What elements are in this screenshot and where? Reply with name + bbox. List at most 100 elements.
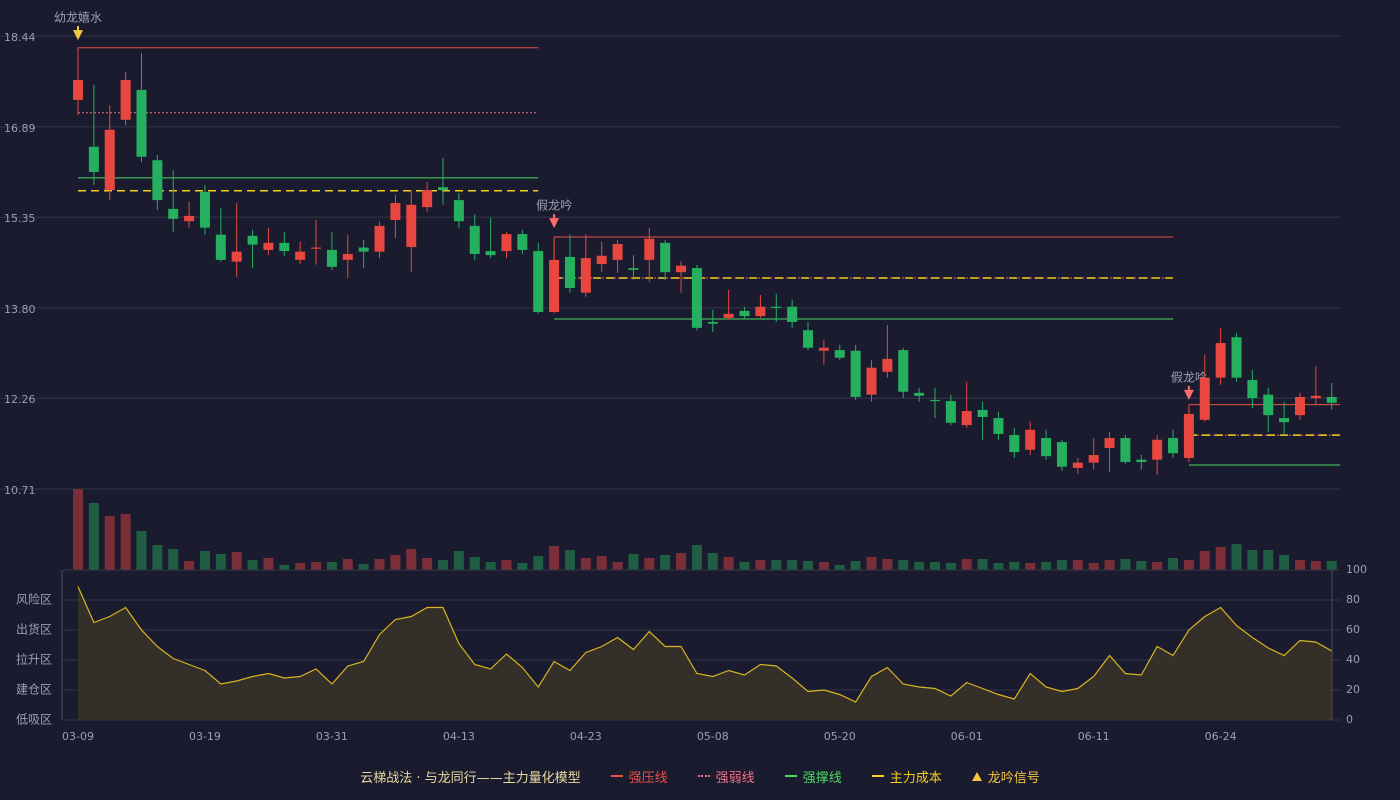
candle-body: [660, 242, 671, 273]
oscillator-line: [77, 586, 1333, 703]
volume-bar: [199, 551, 210, 570]
volume-bar: [739, 562, 750, 570]
volume-bar: [961, 559, 972, 570]
y2-tick-label: 60: [1346, 623, 1360, 636]
candle-body: [929, 399, 940, 402]
candle-body: [231, 251, 242, 262]
candle-body: [422, 190, 433, 208]
candle-body: [723, 313, 734, 318]
volume-bar: [723, 557, 734, 570]
candle-body: [199, 191, 210, 228]
oscillator-area: [78, 586, 1332, 720]
candle-body: [945, 401, 956, 423]
volume-bar: [929, 562, 940, 570]
volume-bar: [1199, 551, 1210, 570]
candle-body: [247, 235, 258, 245]
candle-body: [914, 392, 925, 396]
volume-bar: [184, 561, 195, 570]
candle-body: [1294, 396, 1305, 416]
y2-tick-label: 80: [1346, 593, 1360, 606]
y-tick-label: 16.89: [4, 122, 36, 135]
candle-body: [850, 350, 861, 397]
volume-bar: [993, 563, 1004, 570]
candle-body: [533, 251, 544, 313]
candle-body: [438, 187, 449, 191]
volume-bar: [818, 562, 829, 570]
volume-bar: [517, 563, 528, 570]
volume-bar: [1152, 562, 1163, 570]
candle-body: [184, 215, 195, 222]
candle-body: [596, 255, 607, 264]
signal-label: 假龙吟: [536, 198, 572, 213]
candle-body: [1104, 438, 1115, 448]
volume-bar: [755, 560, 766, 570]
candle-body: [1041, 438, 1052, 457]
candle-body: [1215, 343, 1226, 378]
signal-label: 幼龙嬉水: [54, 11, 102, 25]
legend-label: 强压线: [628, 770, 668, 786]
x-tick-label: 05-20: [824, 730, 856, 743]
candle-body: [390, 203, 401, 221]
volume-bar: [1279, 555, 1290, 570]
candle-body: [1136, 459, 1147, 463]
legend-item: 强弱线: [697, 767, 755, 786]
candle-body: [549, 259, 560, 313]
candle-body: [1120, 438, 1131, 463]
volume-bar: [1136, 561, 1147, 570]
candle-body: [898, 350, 909, 392]
x-tick-label: 06-11: [1078, 730, 1110, 743]
volume-bar: [374, 559, 385, 570]
volume-bar: [1088, 563, 1099, 570]
y-tick-label: 18.44: [4, 31, 36, 44]
legend-swatch: [697, 775, 710, 777]
volume-bar: [1072, 560, 1083, 570]
volume-bar: [73, 489, 83, 570]
volume-bar: [1183, 560, 1194, 570]
legend-label: 龙吟信号: [987, 770, 1040, 786]
y-tick-label: 12.26: [4, 393, 36, 406]
legend-item: 强压线: [610, 767, 668, 786]
volume-bar: [771, 560, 782, 570]
x-tick-label: 03-19: [189, 730, 221, 743]
candle-body: [707, 321, 718, 324]
legend-item: 龙吟信号: [971, 767, 1040, 786]
signal-label: 假龙吟: [1171, 369, 1207, 384]
volume-bar: [1215, 547, 1226, 570]
legend-swatch: [971, 771, 982, 781]
candle-body: [326, 249, 337, 267]
legend-item: 主力成本: [871, 767, 942, 786]
candle-body: [771, 306, 782, 308]
volume-bar: [215, 554, 226, 570]
volume-bar: [628, 554, 639, 570]
candle-body: [1056, 442, 1067, 467]
volume-bar: [422, 558, 433, 570]
volume-bar: [1041, 562, 1052, 570]
candle-body: [295, 251, 306, 260]
candle-body: [501, 234, 512, 252]
volume-bar: [231, 552, 242, 570]
candle-body: [279, 242, 290, 252]
candle-body: [1326, 396, 1337, 403]
candle-body: [1152, 439, 1163, 460]
volume-bar: [1056, 560, 1067, 570]
candle-body: [215, 234, 226, 260]
candle-body: [1183, 413, 1194, 458]
candle-body: [1025, 429, 1036, 450]
volume-bar: [501, 560, 512, 570]
volume-bar: [295, 563, 306, 570]
candle-body: [1199, 377, 1210, 420]
volume-bar: [469, 557, 480, 570]
volume-bar: [549, 546, 560, 570]
volume-bar: [914, 562, 925, 570]
candle-body: [104, 129, 115, 191]
volume-bar: [88, 503, 99, 570]
candle-body: [485, 251, 496, 256]
volume-bar: [898, 560, 909, 570]
candle-body: [469, 225, 480, 255]
candle-body: [406, 204, 417, 247]
volume-bar: [390, 555, 401, 570]
legend-item: 强撑线: [784, 767, 842, 786]
candle-body: [1009, 435, 1020, 453]
volume-bar: [485, 562, 496, 570]
